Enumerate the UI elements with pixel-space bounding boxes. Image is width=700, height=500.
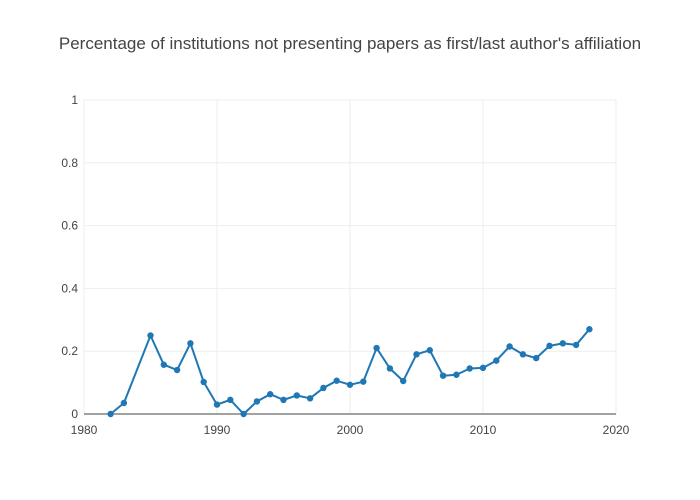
data-point (373, 344, 380, 352)
data-point (107, 410, 114, 418)
chart-title: Percentage of institutions not presentin… (58, 34, 642, 53)
y-tick-label: 0 (71, 407, 78, 421)
y-tick-label: 0.6 (61, 219, 78, 233)
data-point (200, 378, 207, 386)
data-point (386, 365, 394, 372)
data-point (306, 395, 314, 402)
data-point (120, 399, 128, 407)
data-point (533, 354, 540, 362)
data-point (493, 357, 500, 364)
axis-ticks: 1980 1990 2000 2010 2020 0 0.2 0.4 0.6 0.8 1 (61, 93, 629, 437)
grid-lines (83, 99, 617, 414)
data-point (280, 396, 287, 404)
data-point (439, 372, 447, 379)
y-tick-label: 0.2 (61, 344, 78, 358)
data-point (413, 351, 420, 358)
data-point (453, 371, 460, 378)
data-point (346, 381, 354, 388)
y-tick-label: 0.8 (61, 156, 78, 170)
data-point (173, 366, 181, 374)
data-point (227, 396, 234, 404)
data-point (559, 340, 566, 347)
data-point (320, 384, 327, 392)
data-point (572, 341, 580, 349)
data-point (240, 410, 247, 418)
data-point (400, 377, 407, 385)
x-tick-label: 2010 (470, 423, 497, 437)
data-point (333, 377, 340, 384)
data-point (147, 332, 154, 339)
x-tick-label: 1990 (204, 423, 231, 437)
series-markers (107, 326, 593, 418)
x-tick-label: 2000 (337, 423, 364, 437)
y-tick-label: 0.4 (61, 281, 78, 295)
data-point (506, 343, 513, 350)
data-point (293, 392, 300, 399)
data-point (426, 347, 433, 354)
x-tick-label: 1980 (71, 423, 98, 437)
data-point (546, 342, 553, 350)
data-point (253, 398, 261, 405)
data-point (160, 361, 167, 368)
data-point (267, 391, 274, 398)
data-point (360, 378, 367, 385)
data-point (213, 401, 221, 408)
x-tick-label: 2020 (603, 423, 630, 437)
data-point (519, 351, 527, 358)
data-point (479, 364, 487, 372)
data-point (586, 326, 593, 333)
data-point (466, 365, 473, 372)
y-tick-label: 1 (71, 93, 78, 107)
data-point (187, 340, 194, 347)
